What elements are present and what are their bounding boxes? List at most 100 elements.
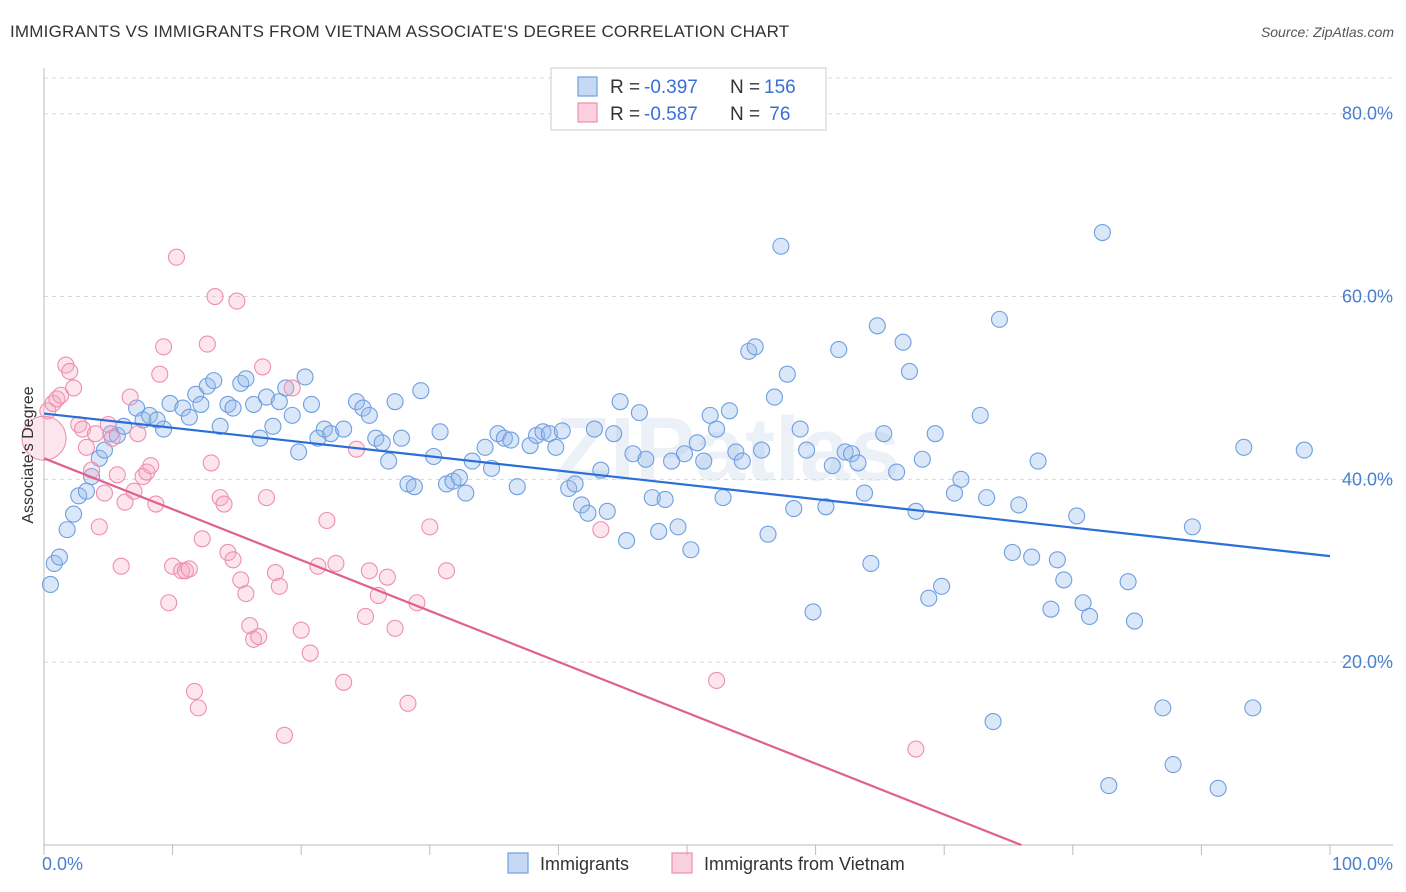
data-point — [65, 379, 83, 397]
y-tick-label: 40.0% — [1342, 469, 1393, 489]
data-point — [1295, 441, 1313, 459]
data-point — [108, 466, 126, 484]
data-point — [656, 490, 674, 509]
data-point — [778, 365, 796, 383]
data-point — [746, 338, 764, 356]
data-point — [185, 682, 204, 700]
data-point — [785, 500, 803, 518]
data-point — [695, 452, 713, 470]
data-point — [228, 292, 246, 310]
data-point — [215, 495, 233, 513]
data-point — [1029, 452, 1047, 470]
data-point — [77, 438, 95, 456]
legend-n-label: N = — [730, 77, 760, 98]
data-point — [926, 425, 944, 443]
data-point — [1183, 518, 1201, 536]
data-point — [1100, 777, 1118, 795]
data-point — [990, 310, 1009, 328]
data-point — [913, 450, 931, 468]
data-point — [108, 426, 126, 445]
data-point — [1023, 548, 1041, 566]
y-tick-label: 60.0% — [1342, 287, 1393, 307]
data-point — [264, 417, 282, 435]
data-point — [399, 694, 417, 712]
data-point — [266, 564, 285, 582]
data-point — [1080, 607, 1099, 626]
data-point — [765, 388, 783, 406]
data-point — [41, 575, 59, 594]
data-point — [421, 518, 439, 536]
data-point — [360, 562, 378, 580]
tick-labels: 20.0% 40.0% 60.0% 80.0% 0.0% 100.0% — [42, 104, 1393, 874]
data-point — [275, 726, 294, 744]
data-point — [237, 370, 255, 388]
data-point — [405, 478, 423, 496]
data-point — [579, 504, 597, 522]
bottom-legend-immigrants: Immigrants — [540, 854, 629, 874]
data-point — [283, 379, 301, 397]
data-point — [309, 429, 327, 447]
data-point — [714, 489, 732, 507]
data-point — [61, 362, 79, 381]
data-point — [900, 362, 919, 381]
data-point — [277, 379, 295, 397]
data-point — [1048, 551, 1066, 569]
data-point — [823, 457, 841, 475]
data-point — [1125, 612, 1144, 630]
data-point — [270, 577, 288, 595]
data-point — [1235, 438, 1253, 456]
legend-r-label: R = — [610, 77, 640, 98]
data-point — [187, 385, 205, 403]
data-point — [386, 393, 404, 411]
data-point — [855, 484, 874, 502]
data-point — [1068, 507, 1086, 525]
data-point — [1055, 571, 1073, 589]
data-point — [753, 441, 771, 459]
data-point — [508, 478, 526, 496]
data-point — [1093, 223, 1111, 242]
data-point — [663, 452, 681, 470]
data-point — [1010, 496, 1028, 514]
data-point — [476, 438, 494, 456]
data-point — [598, 502, 616, 520]
data-point — [211, 417, 229, 435]
data-point — [894, 333, 912, 351]
data-point — [241, 617, 259, 635]
data-point — [457, 484, 475, 502]
data-point — [347, 393, 366, 411]
data-point — [540, 425, 558, 443]
data-point — [585, 420, 603, 438]
data-point — [1154, 699, 1172, 717]
x-tick-label: 0.0% — [42, 854, 83, 874]
data-point — [270, 393, 288, 411]
data-point — [862, 554, 880, 573]
data-point — [292, 621, 310, 639]
data-point — [669, 518, 687, 536]
data-point — [637, 450, 655, 468]
data-point — [1119, 573, 1137, 591]
data-point — [335, 673, 353, 691]
bottom-legend-swatch-pink — [671, 852, 693, 874]
legend-r-value: -0.397 — [644, 77, 698, 98]
x-tick-label: 100.0% — [1332, 854, 1393, 874]
data-point — [167, 248, 186, 266]
data-point — [502, 431, 520, 449]
data-point — [283, 406, 301, 424]
data-point — [180, 408, 198, 426]
y-axis-title: Associate's Degree — [20, 386, 37, 523]
data-point — [412, 382, 430, 400]
data-point — [978, 489, 996, 507]
data-point — [58, 521, 76, 539]
y-tick-label: 80.0% — [1342, 104, 1393, 124]
data-point — [318, 511, 336, 530]
data-point — [605, 425, 623, 443]
data-point — [553, 422, 571, 440]
data-point — [95, 484, 113, 502]
data-point — [843, 445, 861, 463]
data-point — [205, 372, 223, 390]
legend-n-value: 76 — [764, 104, 790, 125]
data-point — [392, 429, 411, 447]
data-point — [907, 740, 925, 758]
data-point — [1244, 699, 1262, 717]
